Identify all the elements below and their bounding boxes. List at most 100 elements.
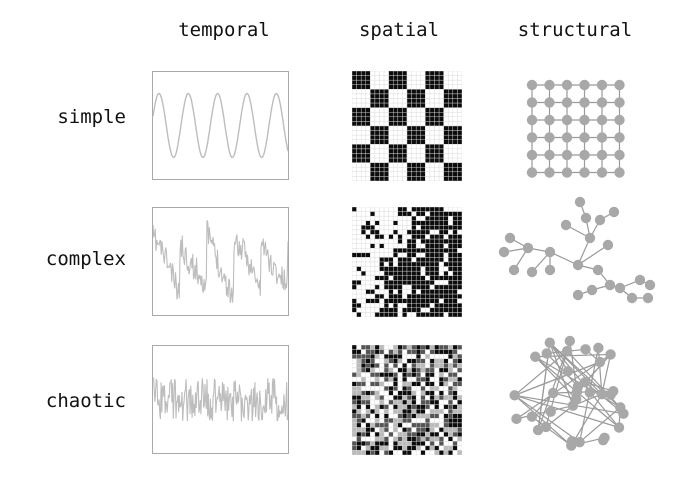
temporal-complex-panel (152, 207, 289, 316)
network-node (579, 167, 590, 178)
network-node (584, 232, 596, 244)
temporal-chaotic-panel (152, 345, 289, 454)
network-node (618, 408, 629, 419)
network-node (580, 212, 592, 224)
network-node (613, 422, 625, 433)
network-node (602, 239, 614, 251)
network-node (579, 79, 590, 91)
row-label-chaotic: chaotic (45, 390, 126, 412)
structural-complex-tree (490, 190, 665, 315)
network-node (626, 292, 638, 304)
network-node (562, 366, 574, 377)
network-node (544, 114, 555, 126)
network-node (579, 114, 590, 126)
network-node (579, 149, 590, 161)
network-node (560, 219, 572, 231)
network-node (642, 292, 654, 304)
network-node (545, 406, 556, 417)
network-node (634, 274, 646, 286)
network-node (540, 421, 552, 433)
structural-simple-lattice (512, 71, 642, 181)
network-node (608, 206, 620, 218)
column-header-temporal: temporal (178, 19, 270, 41)
network-node (614, 97, 625, 108)
network-node (593, 342, 604, 354)
network-node (572, 259, 584, 271)
network-node (544, 264, 556, 276)
network-node (566, 436, 578, 447)
network-node (586, 284, 598, 296)
network-node (532, 424, 544, 436)
network-node (561, 97, 573, 108)
column-header-structural: structural (517, 19, 633, 41)
network-node (614, 79, 625, 91)
network-node (596, 388, 608, 400)
network-node (522, 242, 534, 254)
network-node (605, 389, 616, 400)
network-node (504, 232, 516, 244)
spatial-simple-grid (352, 71, 462, 181)
network-node (526, 167, 538, 178)
network-node (526, 411, 538, 422)
network-node (498, 246, 510, 258)
network-node (596, 149, 608, 161)
network-node (572, 289, 584, 301)
network-node (614, 149, 625, 161)
network-node (580, 344, 591, 355)
network-node (561, 167, 573, 178)
spatial-complex-grid (352, 207, 462, 317)
network-node (614, 132, 625, 143)
network-node (564, 335, 576, 347)
network-node (614, 114, 625, 126)
network-node (561, 114, 573, 126)
network-node (561, 132, 573, 143)
network-node (596, 97, 608, 108)
network-node (544, 246, 556, 258)
complex-signal-line (153, 220, 288, 303)
network-node (544, 132, 555, 143)
row-label-simple: simple (57, 106, 126, 128)
network-node (544, 97, 555, 108)
network-node (570, 393, 582, 405)
network-node (561, 149, 573, 161)
network-node (526, 132, 538, 143)
network-node (508, 264, 520, 276)
network-node (599, 432, 610, 444)
network-node (584, 387, 595, 398)
network-node (596, 79, 608, 91)
column-header-spatial: spatial (358, 19, 440, 41)
network-node (530, 351, 541, 362)
network-node (596, 114, 608, 126)
network-node (574, 437, 585, 448)
network-node (526, 97, 538, 108)
temporal-simple-panel (152, 71, 289, 180)
sine-wave-line (153, 92, 288, 159)
network-node (511, 413, 522, 425)
structural-chaotic-network (495, 328, 650, 463)
network-node (509, 390, 520, 401)
network-node (614, 282, 626, 294)
network-node (644, 279, 656, 291)
network-node (579, 376, 591, 388)
network-node (544, 337, 555, 348)
network-node (561, 79, 573, 91)
network-node (526, 266, 538, 278)
network-node (541, 348, 552, 359)
network-node (605, 349, 616, 360)
network-node (594, 356, 606, 368)
network-node (526, 79, 538, 91)
chaotic-signal-line (153, 377, 288, 422)
network-node (544, 149, 555, 161)
network-node (596, 167, 608, 178)
network-node (596, 132, 608, 143)
network-node (579, 132, 590, 143)
network-node (592, 264, 604, 276)
network-node (614, 167, 625, 178)
network-node (526, 149, 538, 161)
network-node (544, 167, 555, 178)
network-node (579, 97, 590, 108)
network-node (594, 214, 606, 226)
network-node (604, 279, 616, 291)
network-node (544, 79, 555, 91)
network-node (526, 114, 538, 126)
